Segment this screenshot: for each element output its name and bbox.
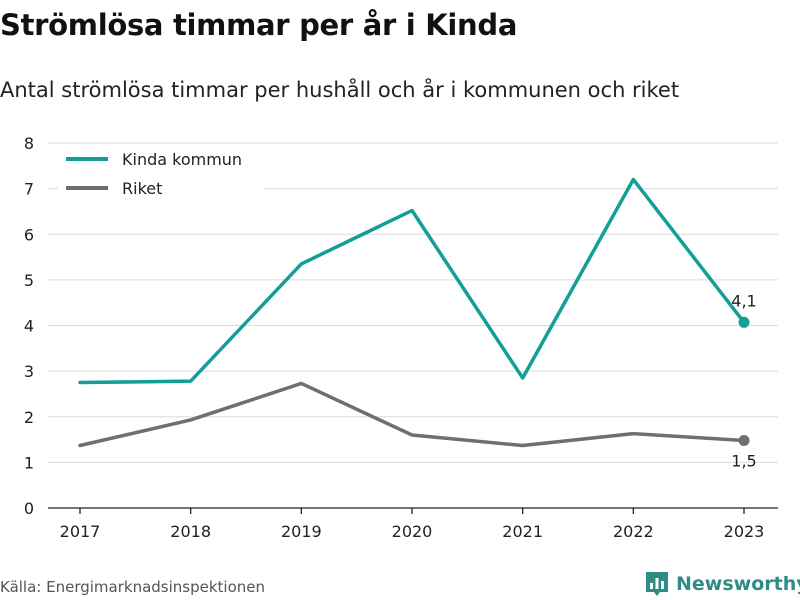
bar-chart-logo-icon bbox=[646, 572, 668, 596]
series-lines: 4,1 1,5 bbox=[78, 177, 757, 470]
x-tick-label: 2018 bbox=[170, 522, 211, 541]
legend-label: Kinda kommun bbox=[122, 150, 242, 169]
legend: Kinda kommun Riket bbox=[58, 146, 264, 200]
y-tick-label: 3 bbox=[24, 362, 34, 381]
y-tick-label: 4 bbox=[24, 317, 34, 336]
x-tick-label: 2022 bbox=[613, 522, 654, 541]
brand-name: Newsworthy bbox=[676, 573, 800, 595]
data-label: 1,5 bbox=[731, 451, 756, 470]
data-label: 4,1 bbox=[731, 291, 756, 310]
y-tick-label: 2 bbox=[24, 408, 34, 427]
brand-logo: Newsworthy bbox=[644, 568, 800, 600]
x-tick-label: 2021 bbox=[502, 522, 543, 541]
x-tick-label: 2023 bbox=[724, 522, 765, 541]
grid-lines bbox=[48, 142, 778, 463]
x-tick-label: 2019 bbox=[281, 522, 322, 541]
y-tick-label: 7 bbox=[24, 180, 34, 199]
series-line-1 bbox=[78, 381, 746, 448]
y-tick-label: 1 bbox=[24, 453, 34, 472]
y-tick-label: 0 bbox=[24, 499, 34, 518]
y-tick-label: 5 bbox=[24, 271, 34, 290]
y-tick-label: 8 bbox=[24, 134, 34, 153]
chart-subtitle: Antal strömlösa timmar per hushåll och å… bbox=[0, 78, 680, 102]
legend-background bbox=[58, 146, 264, 200]
x-tick-label: 2017 bbox=[60, 522, 101, 541]
series-line-0 bbox=[78, 177, 746, 385]
y-tick-label: 6 bbox=[24, 225, 34, 244]
series-end-point bbox=[738, 434, 750, 446]
series-end-point bbox=[738, 316, 750, 328]
source-note: Källa: Energimarknadsinspektionen bbox=[0, 578, 266, 596]
x-tick-label: 2020 bbox=[392, 522, 433, 541]
legend-label: Riket bbox=[122, 179, 162, 198]
axes: 0 1 2 3 4 5 6 7 8 2017 2018 2019 2020 2021 2022 2023 bbox=[24, 134, 778, 541]
page-title: Strömlösa timmar per år i Kinda bbox=[0, 8, 518, 42]
